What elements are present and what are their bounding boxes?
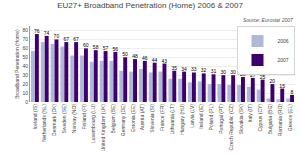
svg-text:60: 60 bbox=[83, 42, 89, 48]
svg-text:33: 33 bbox=[191, 66, 197, 72]
svg-text:34: 34 bbox=[181, 66, 187, 72]
svg-text:Cyprus (CY): Cyprus (CY) bbox=[257, 104, 263, 132]
svg-text:Portugal (PT): Portugal (PT) bbox=[218, 104, 224, 134]
svg-text:30: 30 bbox=[22, 72, 28, 78]
svg-text:58: 58 bbox=[93, 44, 99, 50]
svg-text:Source: Eurostat 2007: Source: Eurostat 2007 bbox=[243, 17, 293, 23]
svg-text:35: 35 bbox=[171, 65, 177, 71]
svg-text:20: 20 bbox=[270, 78, 276, 84]
svg-text:76: 76 bbox=[34, 28, 40, 34]
svg-text:2006: 2006 bbox=[278, 38, 289, 44]
svg-text:10: 10 bbox=[22, 90, 28, 96]
svg-text:40: 40 bbox=[22, 63, 28, 69]
svg-text:20: 20 bbox=[22, 81, 28, 87]
svg-text:2007: 2007 bbox=[278, 57, 289, 63]
svg-text:Belgium (BE): Belgium (BE) bbox=[110, 104, 116, 134]
svg-text:74: 74 bbox=[44, 30, 50, 36]
svg-text:8: 8 bbox=[291, 89, 294, 95]
svg-text:Finland (FI): Finland (FI) bbox=[81, 104, 87, 130]
svg-text:67: 67 bbox=[63, 36, 69, 42]
svg-text:44: 44 bbox=[152, 57, 158, 63]
svg-text:70: 70 bbox=[22, 36, 28, 42]
svg-text:Norway (NO): Norway (NO) bbox=[71, 104, 77, 134]
svg-text:25: 25 bbox=[259, 73, 266, 80]
svg-text:Greece (EL): Greece (EL) bbox=[287, 104, 293, 132]
svg-text:Slovenia (SI): Slovenia (SI) bbox=[149, 104, 155, 133]
svg-text:Ireland (IE): Ireland (IE) bbox=[198, 104, 204, 129]
svg-text:30: 30 bbox=[230, 69, 236, 75]
svg-text:United Kingdom (UK): United Kingdom (UK) bbox=[100, 104, 106, 152]
svg-text:Slovakia (SK): Slovakia (SK) bbox=[238, 104, 244, 135]
svg-text:56: 56 bbox=[112, 46, 118, 52]
svg-text:43: 43 bbox=[162, 58, 168, 64]
svg-text:Iceland (IS): Iceland (IS) bbox=[32, 104, 38, 130]
svg-text:Estonia (EE): Estonia (EE) bbox=[130, 104, 136, 132]
svg-text:48: 48 bbox=[132, 53, 138, 59]
svg-text:Latvia (LV): Latvia (LV) bbox=[189, 104, 195, 128]
svg-text:Luxembourg (LU): Luxembourg (LU) bbox=[90, 104, 96, 143]
svg-text:31: 31 bbox=[211, 68, 217, 74]
svg-text:0: 0 bbox=[25, 99, 28, 105]
svg-text:70: 70 bbox=[54, 33, 60, 39]
svg-text:80: 80 bbox=[22, 27, 28, 33]
svg-text:Hungary (HU): Hungary (HU) bbox=[179, 104, 185, 135]
svg-text:Italy (IT): Italy (IT) bbox=[247, 104, 253, 123]
svg-text:32: 32 bbox=[201, 67, 207, 73]
svg-text:France (FR): France (FR) bbox=[159, 104, 165, 131]
svg-text:Netherlands (NL): Netherlands (NL) bbox=[41, 104, 47, 142]
svg-text:Poland (PL): Poland (PL) bbox=[208, 104, 214, 131]
svg-text:Germany (DE): Germany (DE) bbox=[120, 104, 126, 137]
svg-text:50: 50 bbox=[22, 54, 28, 60]
svg-text:50: 50 bbox=[122, 51, 128, 57]
svg-text:15: 15 bbox=[279, 83, 285, 89]
svg-text:Lithuania (LT): Lithuania (LT) bbox=[169, 104, 175, 135]
svg-text:46: 46 bbox=[142, 55, 148, 61]
svg-text:Bulgaria (BG): Bulgaria (BG) bbox=[267, 104, 273, 135]
svg-text:Denmark (DK): Denmark (DK) bbox=[51, 104, 57, 136]
svg-text:57: 57 bbox=[103, 45, 109, 51]
svg-text:Sweden (SE): Sweden (SE) bbox=[61, 104, 67, 134]
svg-text:Czech Republic (CZ): Czech Republic (CZ) bbox=[228, 104, 234, 151]
svg-text:EU27+ Broadband Penetration (H: EU27+ Broadband Penetration (Home) 2006 … bbox=[57, 1, 243, 10]
svg-text:Austria (AT): Austria (AT) bbox=[139, 104, 145, 131]
svg-text:Broadband Penetration (Home): Broadband Penetration (Home) bbox=[14, 29, 20, 99]
svg-text:67: 67 bbox=[73, 36, 79, 42]
svg-text:60: 60 bbox=[22, 45, 28, 51]
svg-text:30: 30 bbox=[220, 69, 226, 75]
svg-text:Romania (RO): Romania (RO) bbox=[277, 104, 283, 137]
